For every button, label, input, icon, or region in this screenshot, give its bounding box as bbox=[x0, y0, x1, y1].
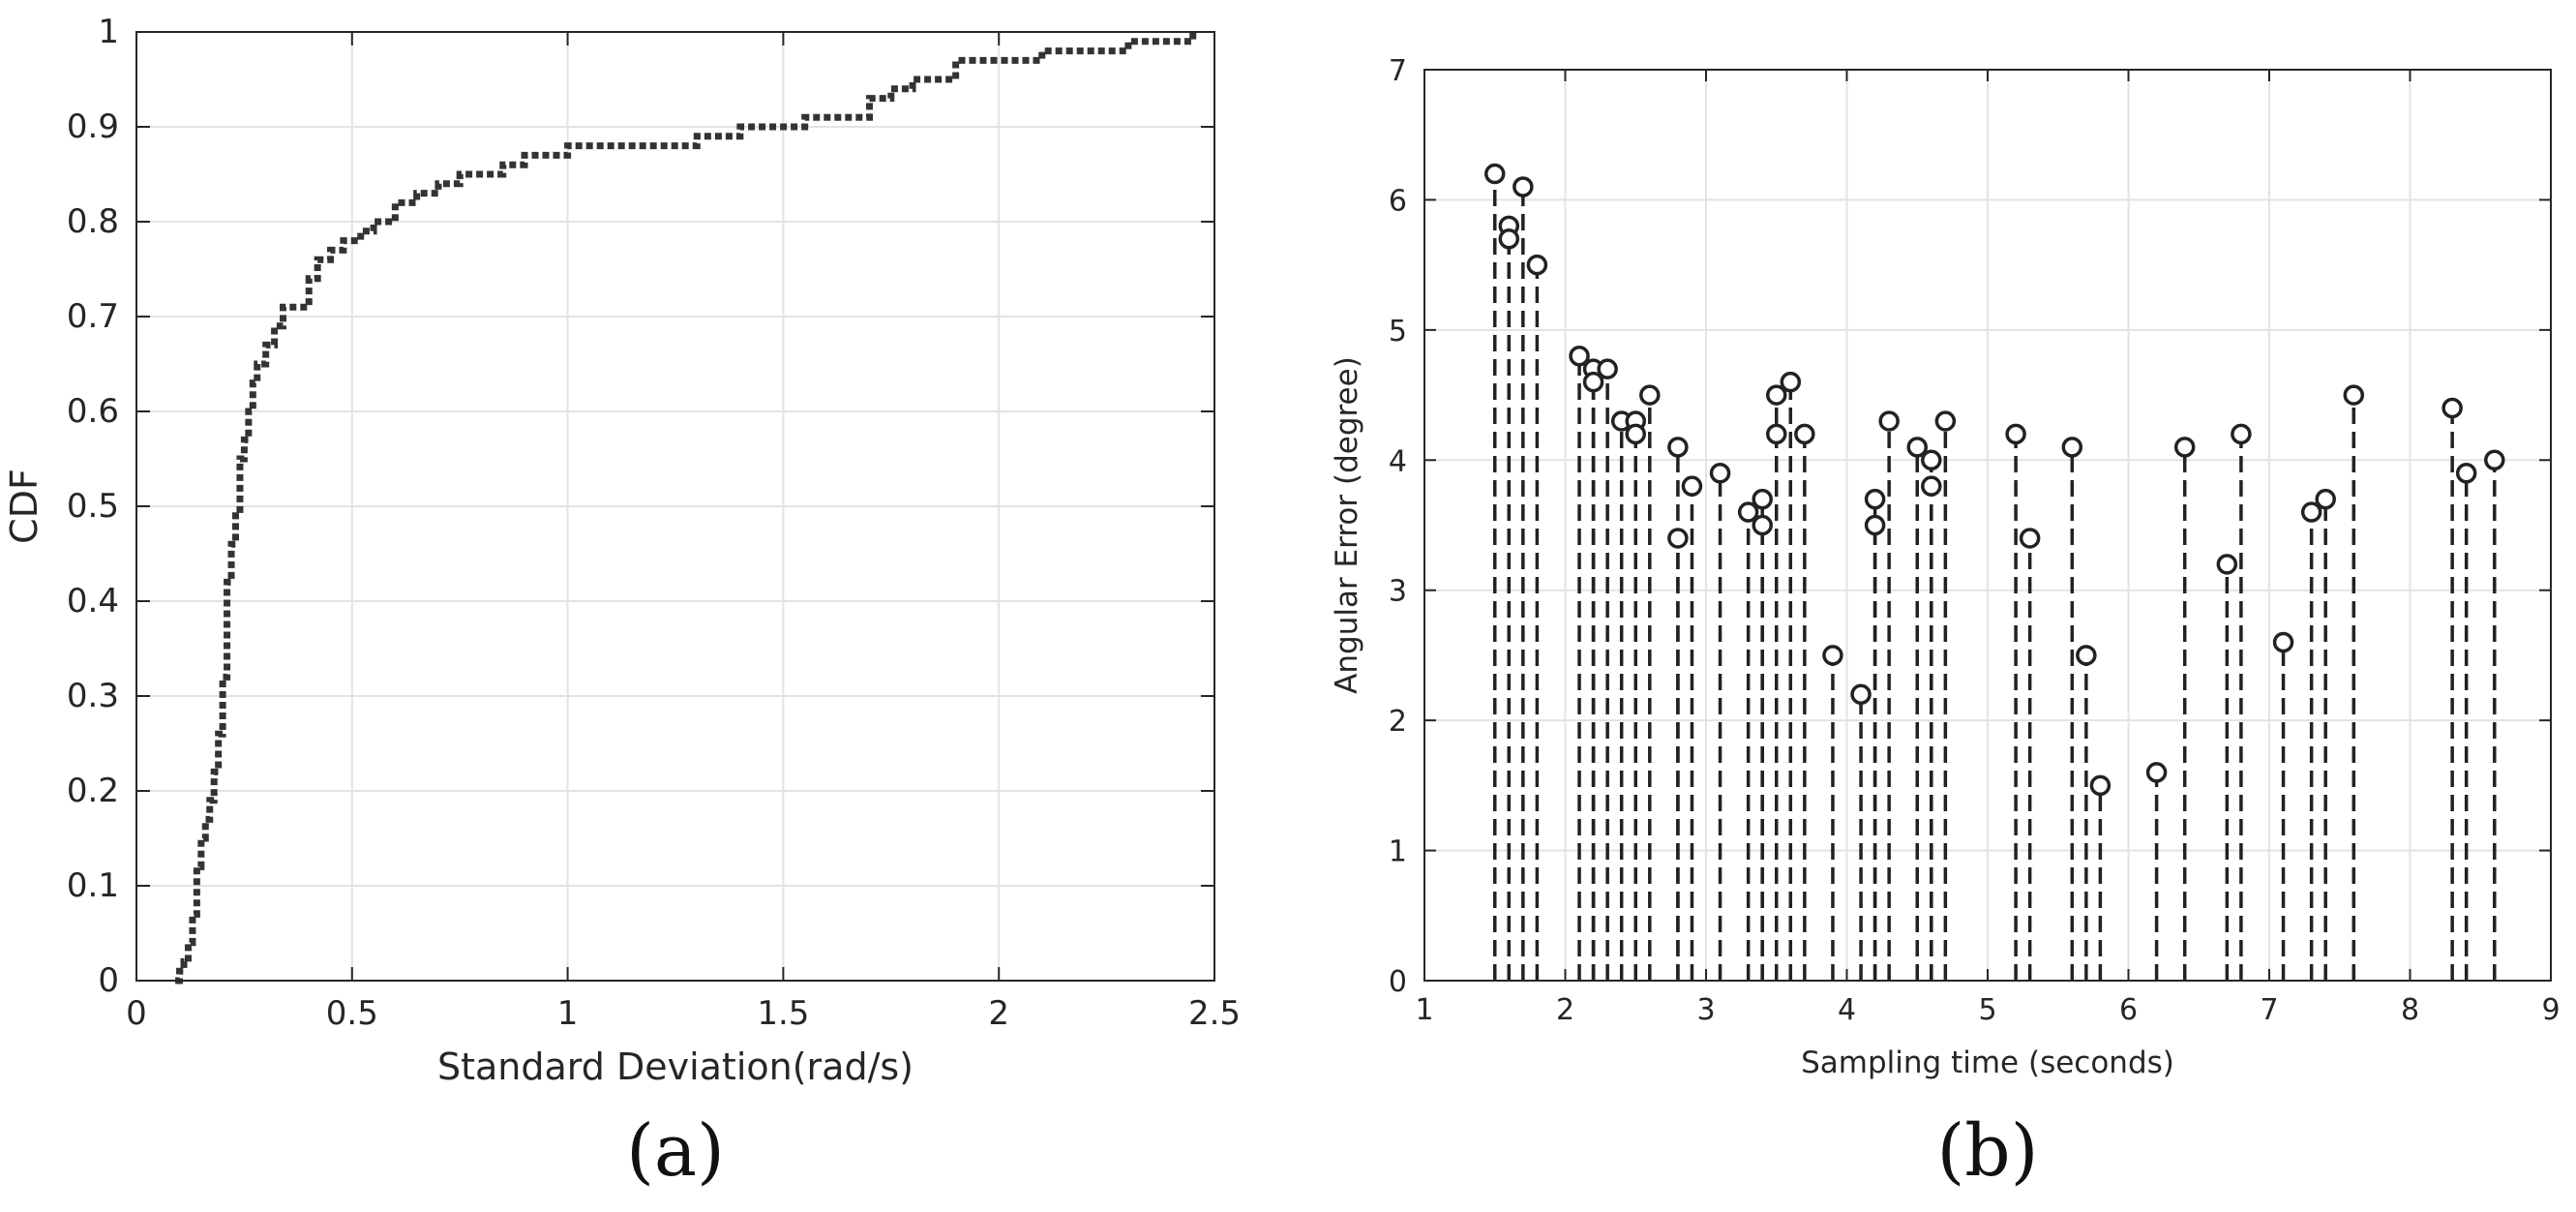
stem-marker bbox=[2019, 528, 2041, 549]
stem-marker bbox=[2145, 762, 2168, 783]
stem-marker bbox=[1709, 462, 1731, 484]
stem-marker bbox=[1921, 449, 1942, 471]
panel-b-y-axis-label: Angular Error (degree) bbox=[1330, 356, 1364, 694]
y-tick-label: 0.8 bbox=[67, 202, 119, 241]
stem-marker bbox=[1850, 683, 1872, 706]
panel-a-ticks: 0 0.5 1 1.5 2 2.5 0 0.1 0.2 0.3 0.4 0.5 0.6 0.7 0.8 0.9… bbox=[67, 13, 1241, 1033]
stem-marker bbox=[1597, 358, 1618, 379]
x-tick-label: 3 bbox=[1696, 993, 1715, 1027]
y-tick-label: 7 bbox=[1389, 54, 1407, 88]
stem-marker bbox=[1752, 514, 1773, 536]
stem-marker bbox=[2005, 423, 2026, 445]
stem-marker bbox=[1822, 645, 1843, 666]
stem-marker bbox=[1582, 371, 1604, 393]
stem-marker bbox=[2061, 437, 2083, 458]
x-tick-label: 1 bbox=[557, 994, 579, 1033]
stem-marker bbox=[1498, 228, 1520, 250]
panel-a-label: (a) bbox=[626, 1109, 725, 1193]
stem-marker bbox=[1667, 528, 1689, 549]
stem-marker bbox=[1864, 514, 1886, 536]
stem-marker bbox=[2173, 437, 2196, 458]
x-tick-label: 4 bbox=[1838, 993, 1856, 1027]
stem-marker bbox=[2455, 462, 2477, 484]
y-tick-label: 4 bbox=[1389, 444, 1407, 478]
y-tick-label: 2 bbox=[1389, 705, 1407, 739]
x-tick-label: 6 bbox=[2119, 993, 2138, 1027]
stem-marker bbox=[1934, 410, 1957, 432]
x-tick-label: 2 bbox=[988, 994, 1009, 1033]
stem-marker bbox=[1569, 345, 1590, 367]
stem-marker bbox=[2076, 645, 2097, 666]
stem-marker bbox=[1794, 423, 1815, 445]
panel-a-cdf-chart: 0 0.5 1 1.5 2 2.5 0 0.1 0.2 0.3 0.4 0.5 0.6 0.7 0.8 0.9… bbox=[3, 13, 1241, 1193]
y-tick-label: 0.5 bbox=[67, 487, 119, 526]
panel-b-stem-series bbox=[1484, 163, 2505, 981]
panel-a-y-axis-label: CDF bbox=[3, 469, 45, 544]
y-tick-label: 0.9 bbox=[67, 107, 119, 146]
panel-a-x-axis-label: Standard Deviation(rad/s) bbox=[437, 1045, 914, 1088]
stem-marker bbox=[2441, 397, 2463, 419]
stem-marker bbox=[2089, 774, 2112, 797]
x-tick-label: 0 bbox=[126, 994, 147, 1033]
stem-marker bbox=[1667, 437, 1689, 458]
x-tick-label: 0.5 bbox=[326, 994, 378, 1033]
stem-marker bbox=[1766, 423, 1787, 445]
stem-marker bbox=[1906, 437, 1928, 458]
stem-marker bbox=[2315, 488, 2336, 510]
stem-marker bbox=[2231, 423, 2252, 445]
panel-a-cdf-series bbox=[175, 32, 1197, 985]
stem-marker bbox=[2343, 384, 2365, 406]
stem-marker bbox=[1526, 254, 1548, 276]
x-tick-label: 7 bbox=[2260, 993, 2278, 1027]
stem-marker bbox=[2484, 449, 2505, 471]
x-tick-label: 5 bbox=[1978, 993, 1996, 1027]
stem-marker bbox=[1737, 501, 1759, 523]
stem-marker bbox=[2272, 631, 2294, 653]
stem-marker bbox=[1681, 475, 1703, 497]
y-tick-label: 0.4 bbox=[67, 582, 119, 621]
y-tick-label: 3 bbox=[1389, 575, 1407, 609]
stem-marker bbox=[1864, 488, 1886, 510]
y-tick-label: 0 bbox=[98, 961, 119, 1000]
y-tick-label: 0.6 bbox=[67, 392, 119, 431]
x-tick-label: 1.5 bbox=[757, 994, 809, 1033]
y-tick-label: 6 bbox=[1389, 184, 1407, 218]
stem-marker bbox=[1752, 488, 1773, 510]
stem-marker bbox=[1766, 384, 1787, 406]
y-tick-label: 0 bbox=[1389, 965, 1407, 999]
cdf-step-line bbox=[175, 32, 1197, 985]
panel-b-x-axis-label: Sampling time (seconds) bbox=[1801, 1045, 2174, 1080]
stem-marker bbox=[1513, 176, 1534, 197]
stem-marker bbox=[1639, 384, 1661, 406]
y-tick-label: 0.2 bbox=[67, 772, 119, 810]
x-tick-label: 9 bbox=[2541, 993, 2560, 1027]
stem-marker bbox=[1878, 410, 1900, 432]
stem-marker bbox=[1625, 423, 1646, 445]
y-tick-label: 0.7 bbox=[67, 297, 119, 336]
y-tick-label: 5 bbox=[1389, 315, 1407, 348]
y-tick-label: 1 bbox=[98, 13, 119, 51]
stem-marker bbox=[2216, 554, 2238, 575]
y-tick-label: 1 bbox=[1389, 835, 1407, 869]
stem-marker bbox=[1921, 475, 1942, 497]
x-tick-label: 1 bbox=[1415, 993, 1433, 1027]
x-tick-label: 8 bbox=[2401, 993, 2419, 1027]
stem-marker bbox=[1484, 163, 1506, 185]
stem-marker bbox=[1780, 371, 1802, 393]
y-tick-label: 0.3 bbox=[67, 677, 119, 715]
stem-marker bbox=[2300, 501, 2322, 523]
x-tick-label: 2.5 bbox=[1188, 994, 1241, 1033]
x-tick-label: 2 bbox=[1556, 993, 1574, 1027]
panel-b-label: (b) bbox=[1936, 1109, 2038, 1193]
y-tick-label: 0.1 bbox=[67, 866, 119, 905]
